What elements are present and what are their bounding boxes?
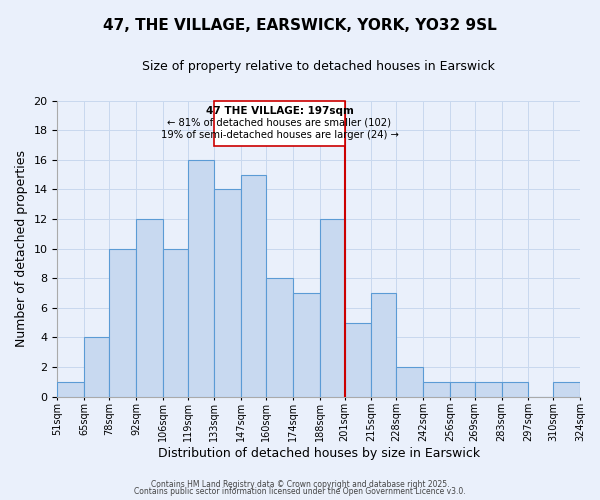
Bar bbox=[266, 278, 293, 396]
Bar bbox=[84, 338, 109, 396]
Bar bbox=[423, 382, 450, 396]
X-axis label: Distribution of detached houses by size in Earswick: Distribution of detached houses by size … bbox=[158, 447, 480, 460]
Bar bbox=[450, 382, 475, 396]
FancyBboxPatch shape bbox=[214, 100, 344, 146]
Bar bbox=[475, 382, 502, 396]
Text: Contains public sector information licensed under the Open Government Licence v3: Contains public sector information licen… bbox=[134, 487, 466, 496]
Y-axis label: Number of detached properties: Number of detached properties bbox=[15, 150, 28, 347]
Text: 47, THE VILLAGE, EARSWICK, YORK, YO32 9SL: 47, THE VILLAGE, EARSWICK, YORK, YO32 9S… bbox=[103, 18, 497, 32]
Bar bbox=[293, 293, 320, 397]
Bar bbox=[371, 293, 396, 397]
Bar bbox=[241, 174, 266, 396]
Bar bbox=[502, 382, 529, 396]
Bar bbox=[553, 382, 580, 396]
Text: Contains HM Land Registry data © Crown copyright and database right 2025.: Contains HM Land Registry data © Crown c… bbox=[151, 480, 449, 489]
Bar bbox=[109, 248, 136, 396]
Bar bbox=[188, 160, 214, 396]
Title: Size of property relative to detached houses in Earswick: Size of property relative to detached ho… bbox=[142, 60, 495, 73]
Bar bbox=[163, 248, 188, 396]
Bar bbox=[58, 382, 84, 396]
Text: 47 THE VILLAGE: 197sqm: 47 THE VILLAGE: 197sqm bbox=[206, 106, 353, 116]
Bar bbox=[136, 219, 163, 396]
Bar bbox=[344, 322, 371, 396]
Bar bbox=[214, 190, 241, 396]
Bar bbox=[396, 367, 423, 396]
Text: 19% of semi-detached houses are larger (24) →: 19% of semi-detached houses are larger (… bbox=[161, 130, 398, 140]
Bar bbox=[320, 219, 344, 396]
Text: ← 81% of detached houses are smaller (102): ← 81% of detached houses are smaller (10… bbox=[167, 118, 391, 128]
